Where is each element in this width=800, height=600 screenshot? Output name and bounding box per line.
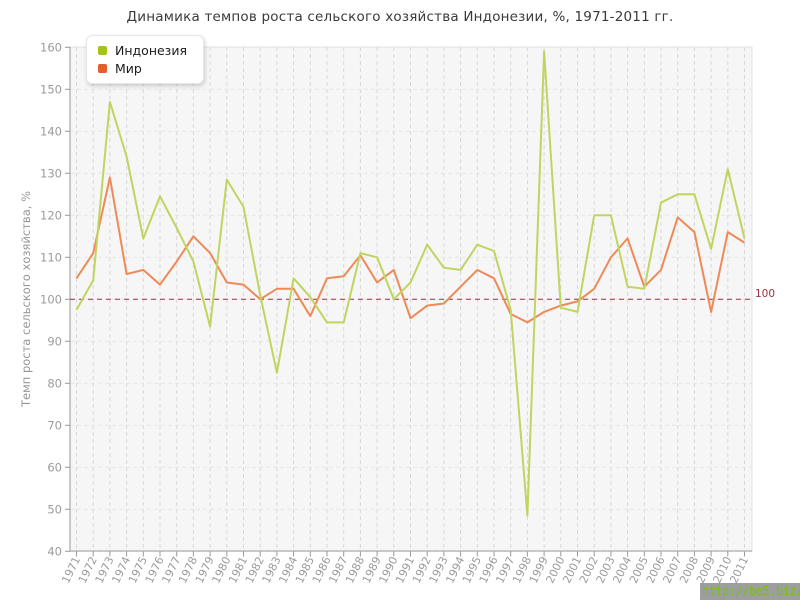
world-line: [75, 176, 746, 324]
y-tick-label: 110: [40, 250, 62, 264]
chart-title: Динамика темпов роста сельского хозяйств…: [126, 9, 674, 25]
legend-label-world: Мир: [115, 61, 142, 76]
watermark-link[interactable]: http://be5.biz/: [702, 584, 800, 598]
y-tick-label: 70: [47, 418, 62, 432]
y-tick-label: 100: [40, 292, 62, 306]
legend-item-indonesia[interactable]: Индонезия: [98, 43, 187, 58]
y-tick-label: 40: [47, 544, 62, 558]
world-swatch: [98, 64, 107, 73]
watermark: http://be5.biz/: [700, 583, 800, 600]
y-tick-label: 80: [47, 376, 62, 390]
y-tick-label: 140: [40, 124, 62, 138]
legend: Индонезия Мир: [86, 35, 204, 84]
y-tick-label: 50: [47, 502, 62, 516]
y-tick-label: 90: [47, 334, 62, 348]
indonesia-swatch: [98, 46, 107, 55]
indonesia-line: [75, 50, 746, 517]
y-tick-label: 150: [40, 82, 62, 96]
y-tick-label: 130: [40, 166, 62, 180]
y-tick-label: 60: [47, 460, 62, 474]
y-tick-label: 160: [40, 40, 62, 54]
legend-item-world[interactable]: Мир: [98, 61, 187, 76]
y-tick-label: 120: [40, 208, 62, 222]
reference-line-label: 100: [755, 288, 776, 300]
legend-label-indonesia: Индонезия: [115, 43, 187, 58]
